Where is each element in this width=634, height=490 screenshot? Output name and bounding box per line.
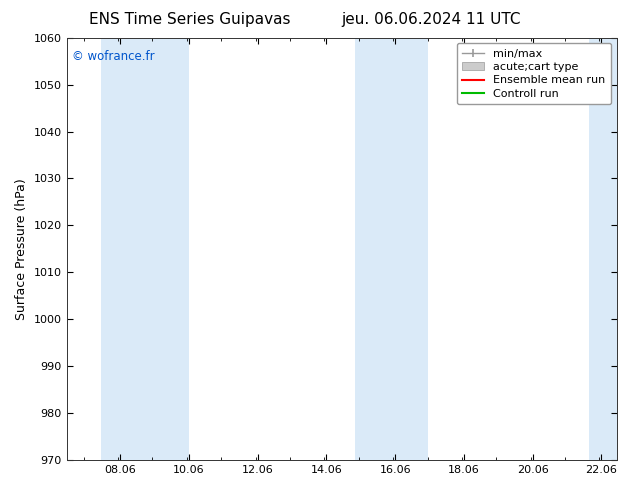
Text: ENS Time Series Guipavas: ENS Time Series Guipavas	[89, 12, 291, 27]
Text: jeu. 06.06.2024 11 UTC: jeu. 06.06.2024 11 UTC	[341, 12, 521, 27]
Legend: min/max, acute;cart type, Ensemble mean run, Controll run: min/max, acute;cart type, Ensemble mean …	[456, 43, 611, 104]
Bar	[355, 38, 427, 460]
Bar	[101, 38, 189, 460]
Bar	[589, 38, 617, 460]
Y-axis label: Surface Pressure (hPa): Surface Pressure (hPa)	[15, 178, 28, 320]
Text: © wofrance.fr: © wofrance.fr	[72, 50, 155, 63]
